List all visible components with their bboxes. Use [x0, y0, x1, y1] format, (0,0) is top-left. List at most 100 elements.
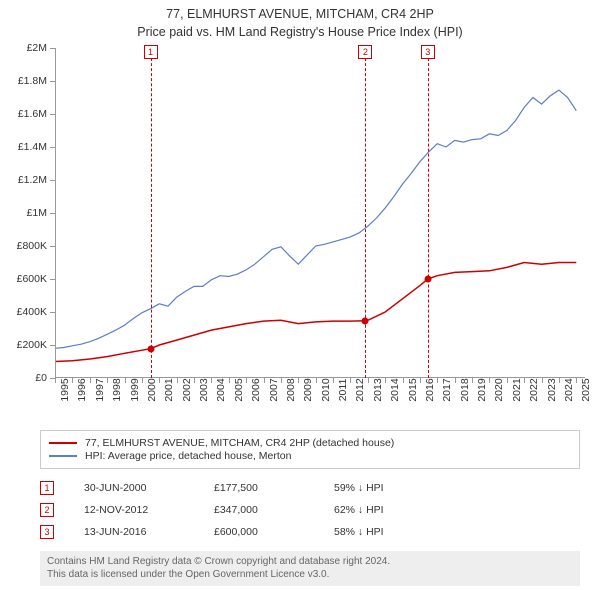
x-tick-label: 2015	[407, 378, 419, 401]
x-tick-mark	[403, 378, 404, 383]
marker-table-date: 12-NOV-2012	[84, 504, 214, 516]
x-tick-mark	[194, 378, 195, 383]
title-block: 77, ELMHURST AVENUE, MITCHAM, CR4 2HP Pr…	[0, 0, 600, 41]
marker-table: 130-JUN-2000£177,50059% ↓ HPI 2 12-NOV-201…	[40, 477, 580, 543]
footer-line1: Contains HM Land Registry data © Crown c…	[47, 556, 573, 569]
marker-vline-1	[151, 48, 152, 378]
marker-table-pct: 62% ↓ HPI	[334, 504, 474, 516]
x-tick-mark	[437, 378, 438, 383]
x-tick-label: 2010	[320, 378, 332, 401]
x-tick-mark	[576, 378, 577, 383]
x-tick-mark	[246, 378, 247, 383]
x-tick-label: 2018	[459, 378, 471, 401]
legend: 77, ELMHURST AVENUE, MITCHAM, CR4 2HP (d…	[40, 430, 580, 469]
marker-table-pct: 59% ↓ HPI	[334, 482, 474, 494]
x-tick-label: 2005	[233, 378, 245, 401]
legend-swatch	[49, 455, 77, 457]
x-tick-mark	[524, 378, 525, 383]
x-tick-label: 2006	[250, 378, 262, 401]
marker-box-3: 3	[421, 45, 435, 59]
y-tick-label: £1.6M	[18, 108, 47, 120]
plot-svg	[55, 48, 585, 378]
title-sub: Price paid vs. HM Land Registry's House …	[0, 24, 600, 40]
x-tick-label: 2003	[198, 378, 210, 401]
x-tick-label: 2000	[146, 378, 158, 401]
x-tick-label: 1995	[59, 378, 71, 401]
x-tick-mark	[264, 378, 265, 383]
y-tick-label: £1.8M	[18, 75, 47, 87]
marker-table-box: 2	[40, 503, 54, 517]
x-tick-mark	[125, 378, 126, 383]
x-tick-label: 2012	[354, 378, 366, 401]
x-tick-mark	[333, 378, 334, 383]
marker-dot-3	[424, 276, 431, 283]
y-tick-label: £1.2M	[18, 174, 47, 186]
chart-plot-area: 1 2 3	[55, 48, 585, 378]
x-tick-label: 2019	[476, 378, 488, 401]
x-tick-label: 2009	[302, 378, 314, 401]
marker-table-pct: 58% ↓ HPI	[334, 526, 474, 538]
marker-table-box: 3	[40, 525, 54, 539]
x-tick-label: 2004	[215, 378, 227, 401]
marker-box-2: 2	[358, 45, 372, 59]
y-axis: £0£200K£400K£600K£800K£1M£1.2M£1.4M£1.6M…	[0, 48, 55, 378]
x-tick-mark	[472, 378, 473, 383]
x-tick-label: 2024	[563, 378, 575, 401]
x-tick-mark	[455, 378, 456, 383]
x-tick-mark	[72, 378, 73, 383]
x-tick-label: 1996	[76, 378, 88, 401]
x-tick-label: 2011	[337, 379, 349, 402]
x-tick-mark	[350, 378, 351, 383]
marker-vline-3	[428, 48, 429, 378]
x-tick-label: 2021	[511, 378, 523, 401]
marker-table-price: £347,000	[214, 504, 334, 516]
x-tick-mark	[211, 378, 212, 383]
marker-table-price: £600,000	[214, 526, 334, 538]
x-tick-mark	[159, 378, 160, 383]
footer: Contains HM Land Registry data © Crown c…	[40, 551, 580, 586]
y-tick-label: £400K	[17, 306, 47, 318]
x-tick-label: 1998	[111, 378, 123, 401]
y-tick-label: £600K	[17, 273, 47, 285]
legend-label: HPI: Average price, detached house, Mert…	[85, 450, 291, 462]
x-tick-mark	[55, 378, 56, 383]
legend-label: 77, ELMHURST AVENUE, MITCHAM, CR4 2HP (d…	[85, 437, 394, 449]
marker-table-price: £177,500	[214, 482, 334, 494]
x-tick-label: 2008	[285, 378, 297, 401]
x-tick-label: 2023	[546, 378, 558, 401]
x-tick-label: 2017	[441, 378, 453, 401]
x-tick-mark	[489, 378, 490, 383]
marker-table-row: 2 12-NOV-2012£347,00062% ↓ HPI	[40, 499, 580, 521]
x-axis: 1995199619971998199920002001200220032004…	[55, 378, 585, 428]
marker-box-1: 1	[144, 45, 158, 59]
y-tick-label: £1.4M	[18, 141, 47, 153]
x-tick-label: 2007	[268, 378, 280, 401]
x-tick-label: 2022	[528, 378, 540, 401]
x-tick-mark	[281, 378, 282, 383]
x-tick-mark	[177, 378, 178, 383]
x-tick-mark	[90, 378, 91, 383]
marker-table-row: 130-JUN-2000£177,50059% ↓ HPI	[40, 477, 580, 499]
y-tick-label: £1M	[27, 207, 47, 219]
x-tick-label: 2025	[580, 378, 592, 401]
legend-row: 77, ELMHURST AVENUE, MITCHAM, CR4 2HP (d…	[49, 437, 571, 449]
x-tick-label: 1999	[129, 378, 141, 401]
x-tick-mark	[298, 378, 299, 383]
marker-table-box: 1	[40, 481, 54, 495]
y-tick-label: £200K	[17, 339, 47, 351]
footer-line2: This data is licensed under the Open Gov…	[47, 569, 573, 582]
x-tick-label: 2020	[493, 378, 505, 401]
marker-table-date: 13-JUN-2016	[84, 526, 214, 538]
x-tick-mark	[107, 378, 108, 383]
chart-container: 77, ELMHURST AVENUE, MITCHAM, CR4 2HP Pr…	[0, 0, 600, 590]
x-tick-mark	[542, 378, 543, 383]
x-tick-mark	[229, 378, 230, 383]
legend-row: HPI: Average price, detached house, Mert…	[49, 450, 571, 462]
x-tick-label: 2013	[372, 378, 384, 401]
series-hpi	[55, 90, 576, 348]
x-tick-label: 2002	[181, 378, 193, 401]
x-tick-mark	[507, 378, 508, 383]
x-tick-label: 2016	[424, 378, 436, 401]
y-tick-label: £2M	[27, 42, 47, 54]
x-tick-label: 2001	[163, 378, 175, 401]
